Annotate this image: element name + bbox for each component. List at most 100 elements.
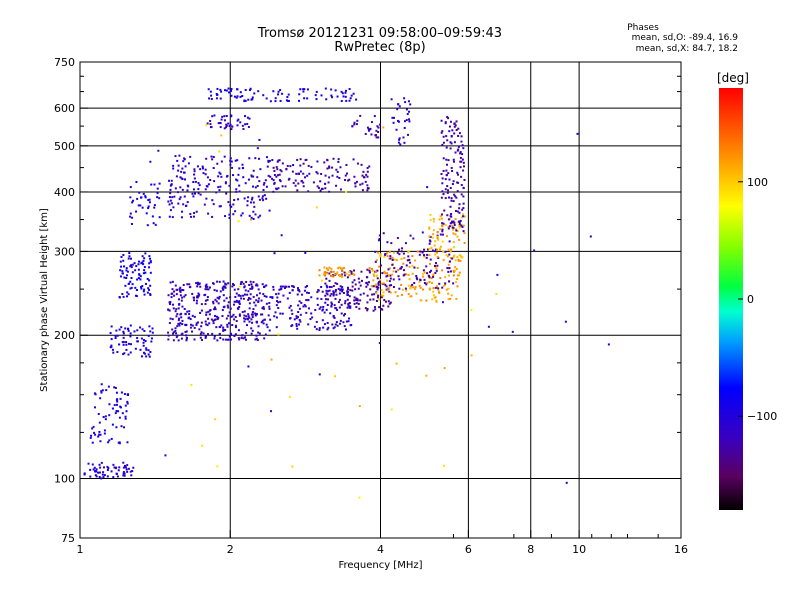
echo-point — [227, 282, 230, 285]
echo-point — [278, 288, 281, 291]
echo-point — [188, 316, 191, 319]
echo-point — [406, 113, 409, 116]
echo-point — [226, 304, 229, 307]
echo-point — [220, 175, 223, 178]
echo-point — [302, 90, 305, 93]
echo-point — [348, 88, 351, 91]
echo-point — [218, 297, 221, 300]
echo-point — [171, 328, 174, 331]
echo-point — [377, 126, 380, 129]
echo-point — [347, 303, 350, 306]
echo-point — [291, 324, 294, 327]
echo-point — [251, 196, 254, 199]
echo-point — [192, 180, 195, 183]
echo-point — [215, 300, 218, 303]
echo-point — [103, 429, 106, 432]
echo-point — [131, 470, 134, 473]
echo-point — [212, 302, 215, 305]
echo-point — [252, 169, 255, 172]
echo-point — [117, 410, 120, 413]
echo-point — [116, 334, 119, 337]
echo-point — [462, 195, 465, 198]
echo-point — [353, 302, 356, 305]
echo-point — [343, 325, 346, 328]
echo-point — [109, 332, 112, 335]
echo-point — [230, 114, 233, 117]
echo-point — [405, 264, 408, 267]
echo-point — [261, 319, 264, 322]
echo-point — [219, 172, 222, 175]
echo-point — [173, 290, 176, 293]
echo-point — [460, 193, 463, 196]
echo-point — [303, 303, 306, 306]
echo-point — [449, 270, 452, 273]
echo-point — [181, 167, 184, 170]
echo-point — [152, 222, 155, 225]
echo-point — [247, 365, 250, 368]
echo-point — [435, 300, 438, 303]
echo-point — [207, 333, 210, 336]
echo-point — [452, 256, 455, 259]
echo-point — [280, 287, 283, 290]
echo-point — [168, 179, 171, 182]
echo-point — [123, 265, 126, 268]
echo-point — [183, 178, 186, 181]
echo-point — [398, 278, 401, 281]
echo-point — [209, 90, 212, 93]
echo-point — [222, 328, 225, 331]
echo-point — [446, 267, 449, 270]
echo-point — [206, 298, 209, 301]
echo-point — [200, 321, 203, 324]
echo-point — [395, 270, 398, 273]
echo-point — [231, 323, 234, 326]
echo-point — [343, 271, 346, 274]
echo-point — [442, 250, 445, 253]
echo-point — [299, 158, 302, 161]
echo-point — [143, 266, 146, 269]
echo-point — [131, 271, 134, 274]
echo-point — [318, 329, 321, 332]
echo-point — [194, 180, 197, 183]
echo-point — [416, 278, 419, 281]
echo-point — [450, 213, 453, 216]
echo-point — [418, 253, 421, 256]
echo-point — [204, 168, 207, 171]
echo-point — [234, 326, 237, 329]
echo-point — [167, 308, 170, 311]
echo-point — [233, 300, 236, 303]
echo-point — [459, 219, 462, 222]
echo-point — [92, 468, 95, 471]
echo-point — [370, 285, 373, 288]
echo-point — [337, 158, 340, 161]
echo-point — [367, 128, 370, 131]
echo-point — [136, 197, 139, 200]
x-tick-label: 8 — [527, 543, 534, 556]
echo-point — [185, 337, 188, 340]
echo-point — [331, 174, 334, 177]
echo-point — [359, 183, 362, 186]
echo-point — [271, 296, 274, 299]
echo-point — [448, 196, 451, 199]
echo-point — [447, 298, 450, 301]
echo-point — [373, 115, 376, 118]
echo-point — [342, 292, 345, 295]
echo-point — [212, 155, 215, 158]
echo-point — [409, 234, 412, 237]
echo-point — [402, 262, 405, 265]
echo-point — [339, 319, 342, 322]
echo-point — [237, 198, 240, 201]
echo-point — [326, 286, 329, 289]
echo-point — [334, 282, 337, 285]
echo-point — [227, 322, 230, 325]
echo-point — [453, 141, 456, 144]
echo-point — [445, 135, 448, 138]
echo-point — [146, 291, 149, 294]
echo-point — [249, 293, 252, 296]
echo-point — [222, 306, 225, 309]
echo-point — [232, 313, 235, 316]
echo-point — [122, 259, 125, 262]
echo-point — [122, 343, 125, 346]
echo-point — [332, 291, 335, 294]
echo-point — [304, 286, 307, 289]
echo-point — [172, 331, 175, 334]
